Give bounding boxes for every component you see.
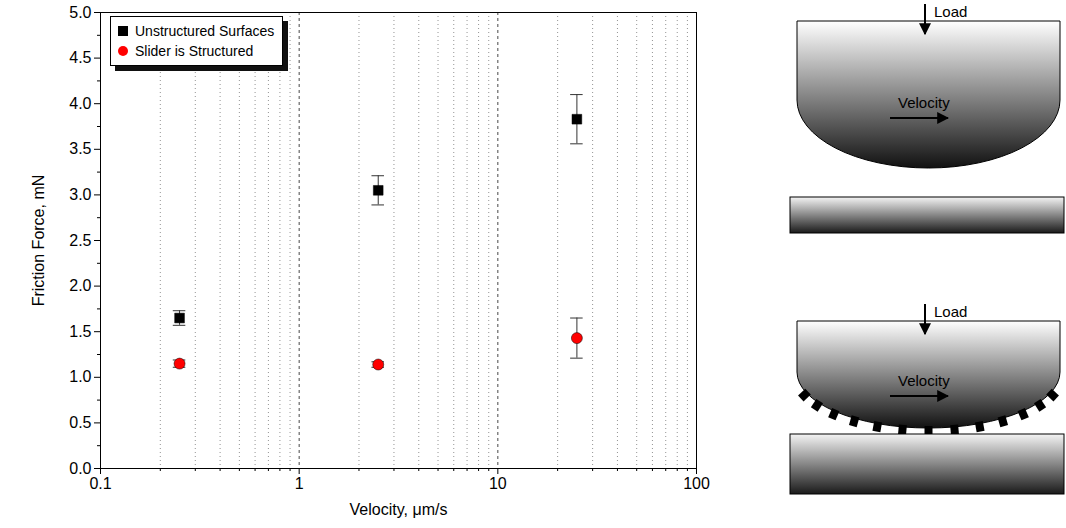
svg-text:2.0: 2.0 [69, 277, 91, 294]
svg-text:2.5: 2.5 [69, 232, 91, 249]
svg-text:1: 1 [295, 475, 304, 492]
svg-text:Load: Load [934, 303, 967, 320]
svg-text:3.0: 3.0 [69, 186, 91, 203]
svg-text:Velocity, μm/s: Velocity, μm/s [350, 501, 448, 518]
svg-text:10: 10 [489, 475, 507, 492]
svg-text:5.0: 5.0 [69, 4, 91, 21]
svg-text:Friction Force, mN: Friction Force, mN [30, 175, 47, 307]
html-text:Unstructured Surfaces: Unstructured Surfaces [135, 23, 275, 39]
svg-text:100: 100 [683, 475, 710, 492]
svg-text:1.5: 1.5 [69, 323, 91, 340]
svg-text:1.0: 1.0 [69, 368, 91, 385]
svg-text:3.5: 3.5 [69, 140, 91, 157]
svg-text:0.5: 0.5 [69, 414, 91, 431]
svg-text:Velocity: Velocity [898, 94, 950, 111]
svg-text:4.0: 4.0 [69, 95, 91, 112]
svg-text:0.0: 0.0 [69, 460, 91, 477]
svg-text:4.5: 4.5 [69, 49, 91, 66]
svg-text:0.1: 0.1 [89, 475, 111, 492]
svg-text:Velocity: Velocity [898, 372, 950, 389]
svg-text:Load: Load [934, 3, 967, 20]
html-text:Slider is Structured: Slider is Structured [135, 43, 254, 59]
